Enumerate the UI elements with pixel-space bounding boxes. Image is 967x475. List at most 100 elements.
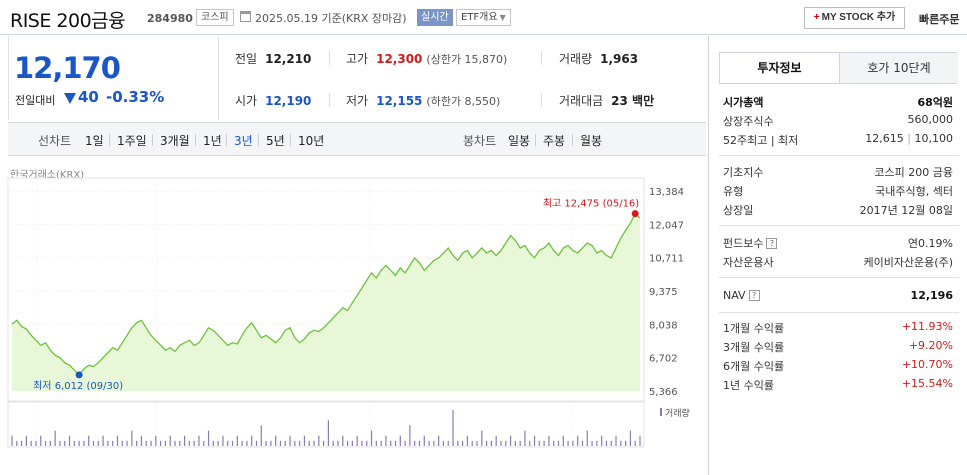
quote-amount-label: 거래대금 (559, 94, 604, 108)
quote-low-value: 12,155 (376, 94, 423, 108)
volume-bar (44, 440, 47, 446)
volume-bar (193, 440, 195, 446)
volume-bar (577, 435, 579, 446)
volume-bar (241, 440, 243, 446)
volume-legend-swatch (660, 408, 662, 416)
volume-bar (366, 440, 368, 446)
volume-bar (495, 435, 497, 446)
tab-orderbook[interactable]: 호가 10단계 (839, 53, 958, 83)
return-1m-label: 1개월 수익률 (723, 322, 785, 335)
volume-bar (198, 435, 200, 446)
quote-open-value: 12,190 (265, 94, 312, 108)
candle-daily[interactable]: 일봉 (508, 134, 531, 148)
volume-bar (131, 430, 133, 446)
help-icon[interactable]: ? (748, 290, 760, 301)
volume-bar (126, 440, 128, 446)
volume-bar (265, 440, 267, 446)
fee-label: 펀드보수 (723, 237, 764, 250)
volume-bar (289, 435, 291, 446)
volume-bar (390, 440, 392, 446)
period-3m[interactable]: 3개월 (160, 134, 190, 148)
candle-weekly[interactable]: 주봉 (543, 134, 566, 148)
volume-bar (620, 440, 622, 446)
candle-monthly[interactable]: 월봉 (580, 134, 603, 148)
help-icon[interactable]: ? (766, 238, 778, 249)
divider (109, 134, 110, 146)
period-5y[interactable]: 5년 (266, 134, 285, 148)
volume-bar (581, 440, 584, 446)
nav-label: NAV (723, 289, 746, 302)
period-10y[interactable]: 10년 (298, 134, 325, 148)
upper-limit: (상한가 15,870) (426, 53, 508, 66)
volume-bar (40, 435, 42, 446)
return-1m-value: +11.93% (901, 320, 953, 333)
change-rate: -0.33% (106, 88, 165, 106)
volume-bar (404, 440, 406, 446)
quote-prev-label: 전일 (235, 52, 258, 66)
plus-icon: + (813, 12, 820, 23)
volume-bar (394, 440, 397, 446)
volume-bar (553, 440, 555, 446)
volume-bar (548, 435, 550, 446)
y-tick-label: 12,047 (649, 220, 684, 231)
type-value: 국내주식형, 섹터 (875, 185, 953, 198)
volume-bar (586, 430, 588, 446)
divider (329, 51, 330, 65)
volume-bar (601, 435, 603, 446)
tab-invest-info[interactable]: 투자정보 (720, 53, 839, 83)
market-badge: 코스피 (196, 9, 234, 26)
fee-value: 연0.19% (907, 237, 953, 250)
panel-tabs: 투자정보 호가 10단계 (719, 52, 958, 84)
volume-bar (207, 430, 210, 446)
volume-bar (313, 440, 315, 446)
period-1d[interactable]: 1일 (85, 134, 104, 148)
divider (152, 134, 153, 146)
divider (329, 93, 330, 107)
volume-bar (270, 440, 272, 446)
listed-value: 2017년 12월 08일 (859, 204, 953, 217)
volume-bar (442, 440, 445, 446)
volume-bar (212, 440, 214, 446)
quote-high: 고가 12,300 (상한가 15,870) (346, 50, 507, 67)
realtime-button[interactable]: 실시간 (417, 9, 453, 26)
volume-bar (418, 440, 421, 446)
max-point (631, 210, 639, 218)
volume-bar (457, 440, 459, 446)
period-3y[interactable]: 3년 (234, 134, 253, 148)
volume-bar (160, 440, 162, 446)
quote-high-value: 12,300 (376, 52, 423, 66)
divider (719, 225, 959, 226)
volume-bar (54, 430, 56, 446)
market-cap-label: 시가총액 (723, 96, 764, 109)
add-mystock-button[interactable]: + MY STOCK 추가 (804, 7, 905, 29)
stock-code: 284980 (147, 12, 193, 25)
volume-bar (164, 440, 167, 446)
volume-bar (260, 425, 262, 446)
period-1w[interactable]: 1주일 (117, 134, 147, 148)
x-tick-label: 2024/01 (350, 450, 392, 451)
volume-bar (562, 435, 564, 446)
volume-bar (433, 440, 435, 446)
volume-bar (150, 440, 152, 446)
current-price: 12,170 (14, 51, 121, 85)
volume-bar (16, 440, 18, 446)
quote-prev: 전일 12,210 (235, 50, 311, 67)
volume-bar (255, 440, 258, 446)
quick-order-link[interactable]: 빠른주문 (919, 13, 960, 26)
volume-bar (327, 420, 329, 446)
volume-bar (30, 440, 32, 446)
volume-bar (179, 440, 181, 446)
volume-bar (275, 435, 277, 446)
etf-info-dropdown[interactable]: ETF개요 ▼ (456, 9, 511, 26)
divider (290, 134, 291, 146)
volume-bar (251, 435, 253, 446)
index-label: 기초지수 (723, 166, 764, 179)
volume-bar (500, 440, 502, 446)
period-1y[interactable]: 1년 (203, 134, 222, 148)
volume-bar (107, 440, 109, 446)
volume-bar (452, 410, 454, 446)
volume-bar (11, 435, 13, 446)
volume-bar (385, 435, 387, 446)
volume-bar (356, 435, 358, 446)
volume-bar (639, 435, 641, 446)
